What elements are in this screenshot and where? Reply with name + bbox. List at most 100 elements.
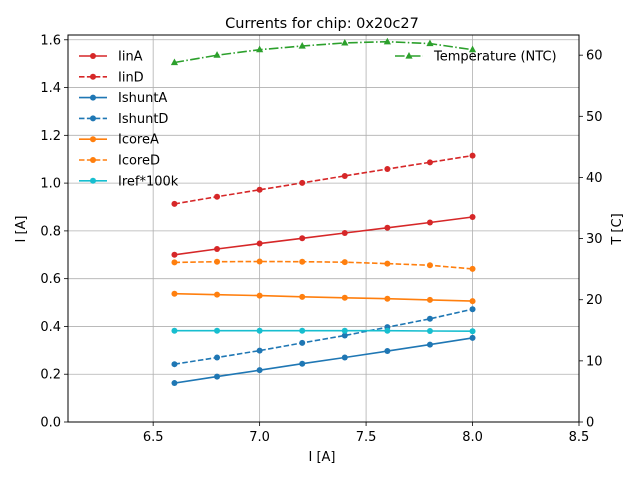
data-point-iind bbox=[214, 193, 221, 200]
y-tick-label: 0.8 bbox=[40, 224, 61, 239]
y-tick-label: 1.0 bbox=[40, 177, 61, 192]
series-line-iina bbox=[174, 216, 473, 256]
legend-label-iina: IinA bbox=[118, 50, 143, 65]
data-point-temperature-ntc bbox=[298, 42, 306, 49]
legend-label-ishunta: IshuntA bbox=[118, 91, 167, 106]
plot-area-frame bbox=[67, 34, 580, 423]
y-tick-label: 0.2 bbox=[40, 368, 61, 383]
data-point-ishunta bbox=[426, 341, 433, 348]
data-point-iref-100k bbox=[299, 327, 306, 334]
y-tick-label: 1.2 bbox=[40, 129, 61, 144]
series-ishunta bbox=[171, 334, 476, 387]
data-point-ishuntd bbox=[426, 315, 433, 322]
x-tick-label: 8.0 bbox=[462, 430, 483, 445]
legend-marker-ishunta bbox=[90, 94, 96, 101]
series-iref-100k bbox=[171, 327, 476, 335]
data-point-iina bbox=[171, 251, 178, 258]
data-point-iind bbox=[426, 159, 433, 166]
data-point-icorea bbox=[384, 295, 391, 302]
data-point-icorea bbox=[214, 291, 221, 298]
data-point-iina bbox=[341, 230, 348, 237]
data-point-iind bbox=[469, 152, 476, 159]
data-point-iina bbox=[256, 240, 263, 247]
data-point-iind bbox=[384, 166, 391, 173]
data-point-ishuntd bbox=[299, 339, 306, 346]
data-point-icored bbox=[299, 258, 306, 265]
x-tick-label: 8.5 bbox=[569, 430, 590, 445]
y2-tick-label: 10 bbox=[586, 354, 603, 369]
data-point-iref-100k bbox=[426, 327, 433, 334]
series-line-iind bbox=[174, 154, 473, 205]
data-point-iref-100k bbox=[214, 327, 221, 334]
data-point-iina bbox=[469, 214, 476, 221]
legend-left: IinA IinD IshuntA IshuntD IcoreA IcoreD Iref*1… bbox=[79, 50, 179, 189]
y-tick-label: 0.6 bbox=[40, 272, 61, 287]
data-point-temperature-ntc bbox=[213, 51, 221, 58]
legend-entry-iref-100k: Iref*100k bbox=[79, 174, 179, 189]
data-point-iref-100k bbox=[171, 327, 178, 334]
y-tick-label: 0.4 bbox=[40, 320, 61, 335]
data-point-icored bbox=[384, 260, 391, 267]
data-point-iind bbox=[299, 179, 306, 186]
data-point-temperature-ntc bbox=[426, 39, 434, 47]
data-point-icored bbox=[214, 258, 221, 265]
legend-label-iind: IinD bbox=[118, 70, 144, 85]
data-point-icored bbox=[341, 259, 348, 266]
series-line-iref-100k bbox=[174, 329, 473, 333]
data-point-ishunta bbox=[256, 367, 263, 374]
data-point-ishunta bbox=[341, 354, 348, 361]
series-line-icored bbox=[174, 260, 473, 270]
series-ishuntd bbox=[171, 306, 476, 368]
data-point-ishuntd bbox=[171, 361, 178, 368]
legend-entry-iina: IinA bbox=[79, 50, 143, 65]
y2-tick-label: 40 bbox=[586, 171, 603, 186]
data-point-temperature-ntc bbox=[170, 58, 179, 66]
chart-title: Currents for chip: 0x20c27 bbox=[225, 16, 419, 32]
data-point-ishuntd bbox=[469, 306, 476, 313]
data-point-temperature-ntc bbox=[256, 45, 264, 53]
y-tick-label: 0.0 bbox=[40, 416, 61, 431]
data-point-ishunta bbox=[171, 380, 178, 387]
data-point-iind bbox=[171, 200, 178, 207]
legend-marker-icored bbox=[90, 157, 96, 163]
legend-entry-iind: IinD bbox=[79, 70, 144, 85]
data-point-icorea bbox=[299, 293, 306, 300]
legend-label-icored: IcoreD bbox=[118, 154, 160, 169]
data-point-icored bbox=[256, 258, 263, 265]
data-point-iref-100k bbox=[256, 327, 263, 334]
data-point-icorea bbox=[341, 294, 348, 301]
data-point-icored bbox=[469, 265, 476, 272]
legend-marker-iina bbox=[90, 53, 96, 59]
x-tick-label: 7.0 bbox=[249, 430, 270, 445]
data-point-iind bbox=[256, 186, 263, 193]
legend-marker-iref-100k bbox=[90, 177, 96, 184]
x-axis-label: I [A] bbox=[308, 450, 335, 465]
series-line-ishunta bbox=[174, 337, 473, 384]
data-point-ishunta bbox=[384, 348, 391, 355]
legend-marker-temperature-ntc bbox=[405, 52, 413, 59]
y2-tick-label: 20 bbox=[586, 293, 603, 308]
legend-entry-temperature-ntc: Temperature (NTC) bbox=[395, 50, 557, 65]
y2-tick-label: 60 bbox=[586, 49, 603, 64]
legend-label-iref-100k: Iref*100k bbox=[118, 174, 179, 189]
series-temperature-ntc bbox=[170, 37, 477, 66]
series-line-ishuntd bbox=[174, 308, 473, 365]
x-axis-ticks: 6.5 7.0 7.5 8.0 8.5 bbox=[143, 422, 590, 445]
data-point-iref-100k bbox=[341, 327, 348, 334]
series-icored bbox=[171, 258, 476, 272]
series-iina bbox=[171, 214, 476, 258]
y2-tick-label: 0 bbox=[586, 416, 594, 431]
data-point-ishuntd bbox=[256, 347, 263, 354]
data-point-iref-100k bbox=[384, 327, 391, 334]
x-tick-label: 6.5 bbox=[143, 430, 164, 445]
data-point-ishuntd bbox=[341, 332, 348, 339]
legend-label-icorea: IcoreA bbox=[118, 133, 159, 148]
series-icorea bbox=[171, 290, 476, 305]
legend-right: Temperature (NTC) bbox=[395, 50, 557, 65]
series-layer bbox=[170, 37, 477, 387]
legend-label-ishuntd: IshuntD bbox=[118, 112, 168, 127]
data-point-icorea bbox=[256, 292, 263, 299]
y-tick-label: 1.4 bbox=[40, 81, 61, 96]
